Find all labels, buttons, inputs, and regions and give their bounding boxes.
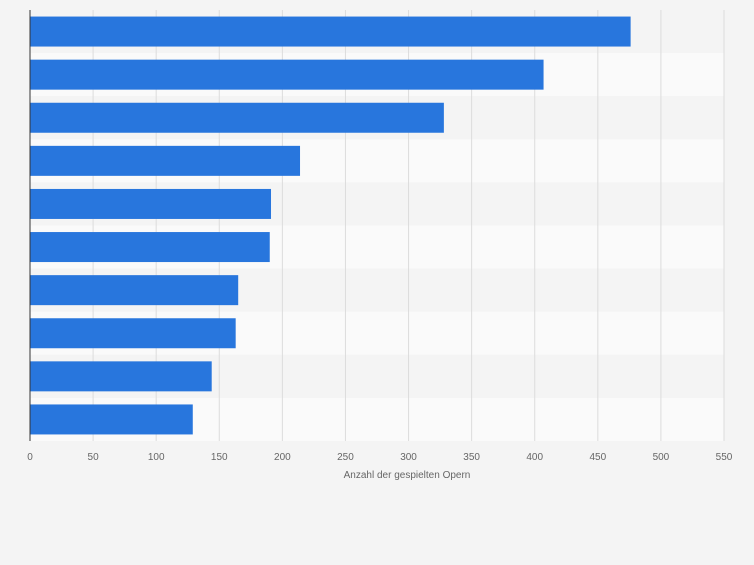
bar — [30, 361, 212, 392]
bar — [30, 404, 193, 435]
x-tick-label: 0 — [27, 452, 33, 463]
x-tick-label: 350 — [463, 452, 480, 463]
bar — [30, 275, 239, 306]
x-tick-label: 500 — [653, 452, 670, 463]
x-tick-label: 50 — [88, 452, 100, 463]
bar — [30, 102, 444, 133]
bar — [30, 16, 631, 47]
x-axis-title: Anzahl der gespielten Opern — [344, 470, 471, 481]
x-tick-label: 200 — [274, 452, 291, 463]
x-tick-labels: 0 50 100 150 200 250 300 350 400 450 500 550 — [27, 452, 733, 463]
x-tick-label: 100 — [148, 452, 165, 463]
bars — [30, 16, 631, 435]
x-tick-label: 300 — [400, 452, 417, 463]
x-tick-label: 400 — [526, 452, 543, 463]
bar — [30, 59, 544, 90]
x-tick-label: 550 — [716, 452, 733, 463]
x-tick-label: 250 — [337, 452, 354, 463]
bar — [30, 188, 272, 219]
bar — [30, 232, 270, 263]
bar — [30, 145, 301, 176]
bar — [30, 318, 236, 349]
x-tick-label: 150 — [211, 452, 228, 463]
x-tick-label: 450 — [589, 452, 606, 463]
